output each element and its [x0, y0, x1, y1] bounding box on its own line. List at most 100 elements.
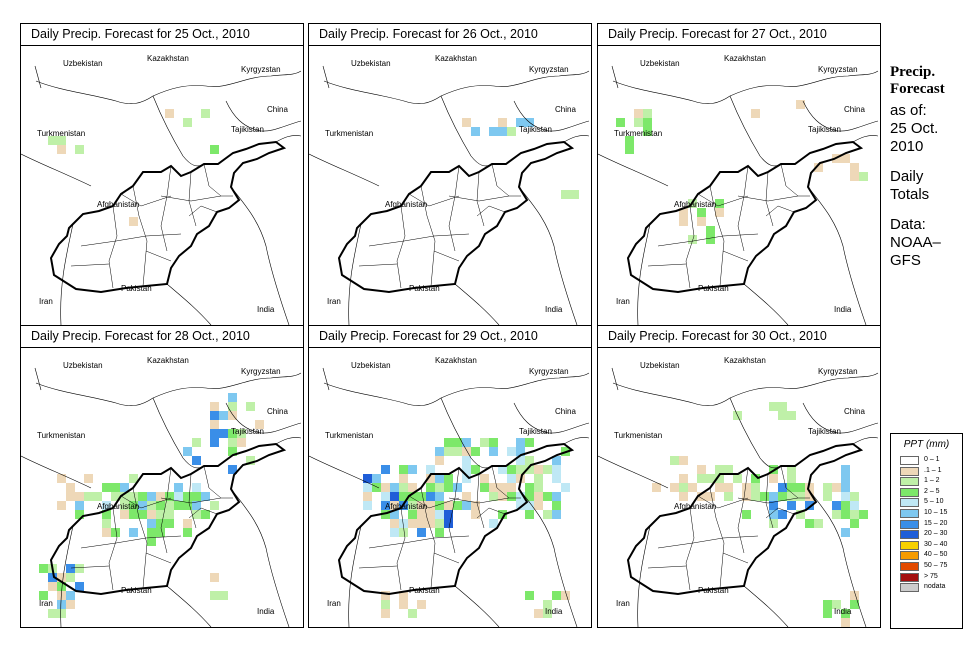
- precip-cell: [823, 600, 832, 609]
- precip-cell: [724, 492, 733, 501]
- legend-label: 20 – 30: [924, 530, 948, 538]
- precip-cell: [165, 519, 174, 528]
- precip-cell: [850, 163, 859, 172]
- precip-cell: [444, 510, 453, 519]
- precip-cell: [841, 483, 850, 492]
- precip-cell: [408, 501, 417, 510]
- precip-cell: [742, 492, 751, 501]
- country-borders: [598, 65, 879, 325]
- legend-item: 10 – 15: [891, 508, 962, 519]
- legend-label: 50 – 75: [924, 561, 948, 569]
- precip-cell: [210, 438, 219, 447]
- precip-cell: [751, 474, 760, 483]
- precip-cell: [679, 217, 688, 226]
- precip-cell: [534, 501, 543, 510]
- precip-cell: [390, 492, 399, 501]
- precip-cell: [832, 510, 841, 519]
- precip-cell: [237, 438, 246, 447]
- precip-cell: [679, 474, 688, 483]
- map-label-pakistan: Pakistan: [698, 284, 729, 293]
- precip-cell: [814, 163, 823, 172]
- legend-label: nodata: [924, 583, 946, 591]
- precip-cell: [120, 501, 129, 510]
- precip-cell: [823, 492, 832, 501]
- precip-cell: [498, 465, 507, 474]
- map-label-tajikistan: Tajikistan: [519, 427, 552, 436]
- precip-cell: [48, 609, 57, 618]
- precip-cell: [156, 492, 165, 501]
- precip-cell: [210, 501, 219, 510]
- precip-cell: [201, 510, 210, 519]
- precip-cell: [850, 501, 859, 510]
- map-label-kyrgyzstan: Kyrgyzstan: [818, 65, 858, 74]
- precip-cell: [48, 582, 57, 591]
- forecast-panel-25-oct: Daily Precip. Forecast for 25 Oct., 2010…: [20, 23, 304, 326]
- precip-cell: [156, 519, 165, 528]
- as-of-line2: 25 Oct.: [890, 120, 939, 137]
- precip-cell: [769, 501, 778, 510]
- precip-cell: [219, 411, 228, 420]
- precip-cell: [426, 519, 435, 528]
- legend-label: 1 – 2: [924, 477, 940, 485]
- precip-cell: [102, 483, 111, 492]
- legend-swatch: [900, 487, 919, 497]
- map-label-kazakhstan: Kazakhstan: [435, 54, 477, 63]
- precip-cell: [634, 109, 643, 118]
- precip-cell: [192, 483, 201, 492]
- precip-cell: [93, 492, 102, 501]
- legend-label: 15 – 20: [924, 519, 948, 527]
- forecast-panel-28-oct: Daily Precip. Forecast for 28 Oct., 2010…: [20, 325, 304, 628]
- precip-cell: [84, 492, 93, 501]
- precip-cell: [381, 492, 390, 501]
- precip-cell: [75, 492, 84, 501]
- precip-cells: [39, 393, 264, 618]
- precip-cell: [444, 438, 453, 447]
- precip-cell: [796, 510, 805, 519]
- precip-cell: [219, 429, 228, 438]
- precip-map: Uzbekistan Kazakhstan Kyrgyzstan China Turkm…: [21, 348, 303, 627]
- precip-cell: [147, 537, 156, 546]
- legend-item: 1 – 2: [891, 476, 962, 487]
- precip-cell: [138, 501, 147, 510]
- precip-cell: [129, 501, 138, 510]
- precip-cell: [634, 118, 643, 127]
- precip-cell: [841, 501, 850, 510]
- precip-cell: [165, 492, 174, 501]
- precip-cell: [192, 501, 201, 510]
- precip-cell: [381, 501, 390, 510]
- precip-cell: [489, 483, 498, 492]
- precip-cell: [399, 474, 408, 483]
- precip-cell: [183, 447, 192, 456]
- precip-cell: [507, 127, 516, 136]
- precip-cell: [174, 492, 183, 501]
- precip-cell: [489, 447, 498, 456]
- afghanistan-border: [337, 442, 575, 596]
- map-label-pakistan: Pakistan: [409, 284, 440, 293]
- precip-cell: [147, 528, 156, 537]
- daily-line1: Daily: [890, 168, 924, 185]
- map-label-uzbekistan: Uzbekistan: [63, 361, 103, 370]
- precip-cell: [435, 519, 444, 528]
- precip-cell: [381, 609, 390, 618]
- precip-cell: [183, 528, 192, 537]
- precip-cell: [381, 591, 390, 600]
- map-label-india: India: [834, 305, 852, 314]
- precip-cell: [381, 483, 390, 492]
- precip-cell: [543, 510, 552, 519]
- precip-cell: [228, 402, 237, 411]
- as-of-line1: as of:: [890, 102, 927, 119]
- precip-cell: [498, 510, 507, 519]
- precip-cell: [417, 510, 426, 519]
- precip-cell: [715, 208, 724, 217]
- precip-cell: [156, 501, 165, 510]
- precip-cell: [147, 501, 156, 510]
- map-label-kazakhstan: Kazakhstan: [147, 356, 189, 365]
- precip-cell: [706, 492, 715, 501]
- map-label-india: India: [257, 305, 275, 314]
- precip-cell: [498, 492, 507, 501]
- precip-cell: [156, 510, 165, 519]
- panel-title: Daily Precip. Forecast for 30 Oct., 2010: [598, 326, 880, 348]
- precip-cell: [561, 483, 570, 492]
- precip-cell: [444, 447, 453, 456]
- precip-cell: [516, 501, 525, 510]
